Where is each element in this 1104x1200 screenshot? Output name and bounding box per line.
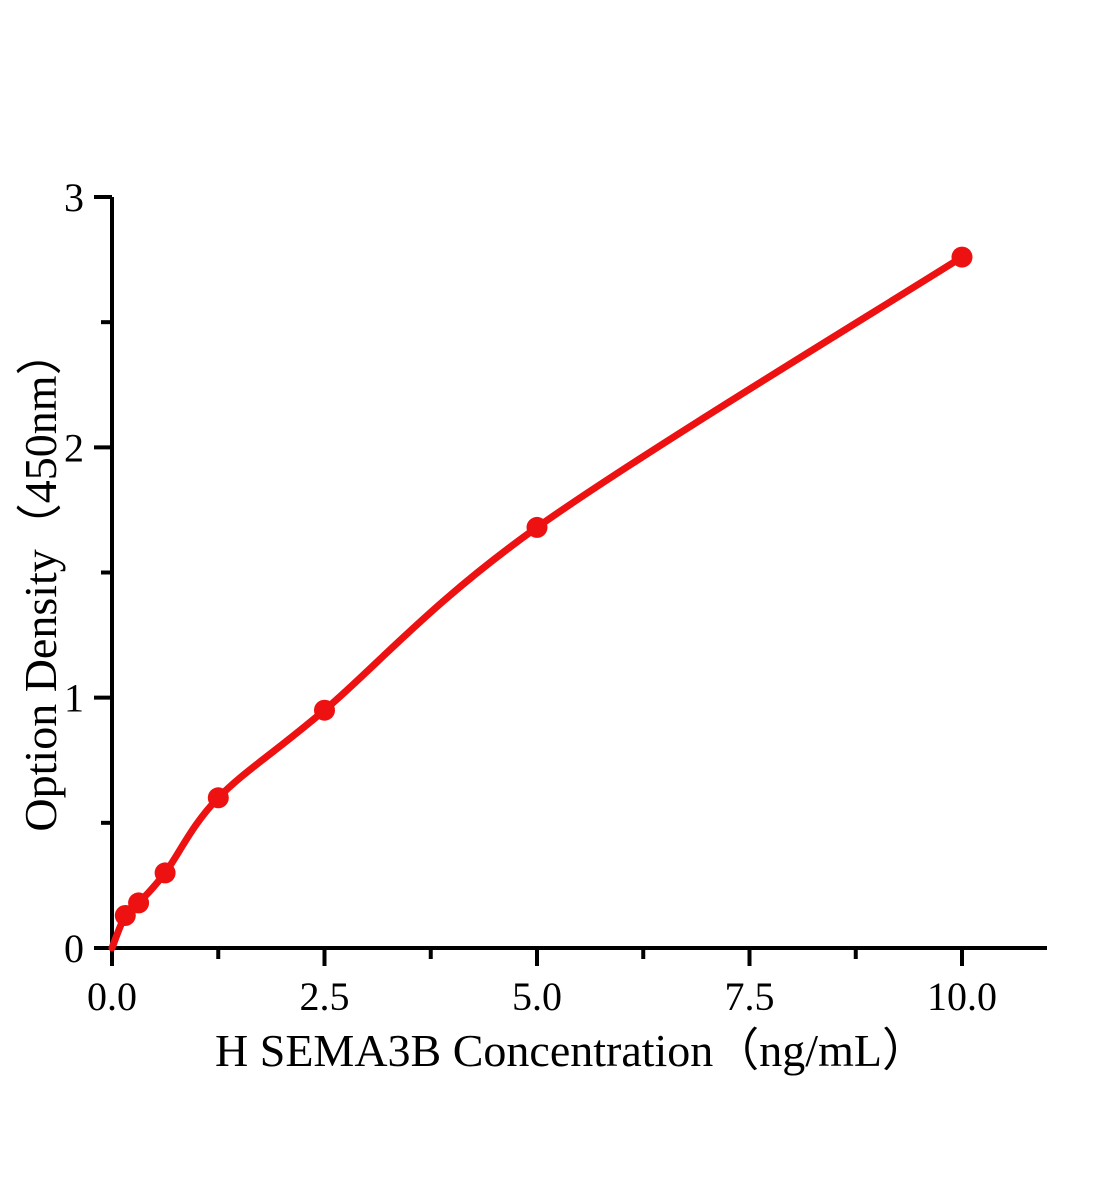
data-point-marker <box>951 246 973 268</box>
data-point-marker <box>207 787 229 809</box>
data-point-marker <box>114 905 136 926</box>
x-tick-label: 2.5 <box>300 974 350 1019</box>
data-point-marker <box>526 516 548 538</box>
data-point-marker <box>154 862 176 884</box>
y-tick-label: 2 <box>64 425 84 470</box>
x-tick-label: 10.0 <box>927 974 997 1019</box>
data-point-marker <box>314 699 335 721</box>
x-tick-label: 0.0 <box>87 974 137 1019</box>
y-tick-label: 1 <box>64 676 84 721</box>
y-tick-label: 3 <box>64 175 84 220</box>
x-axis-title: H SEMA3B Concentration（ng/mL） <box>215 1025 928 1076</box>
standard-curve-line <box>108 253 966 952</box>
x-tick-label: 5.0 <box>512 974 562 1019</box>
data-point-marker <box>128 892 150 914</box>
axes-spines <box>110 197 1047 950</box>
y-axis-title: Option Density（450nm） <box>15 329 66 831</box>
y-tick-label: 0 <box>64 926 84 971</box>
x-tick-label: 7.5 <box>725 974 775 1019</box>
